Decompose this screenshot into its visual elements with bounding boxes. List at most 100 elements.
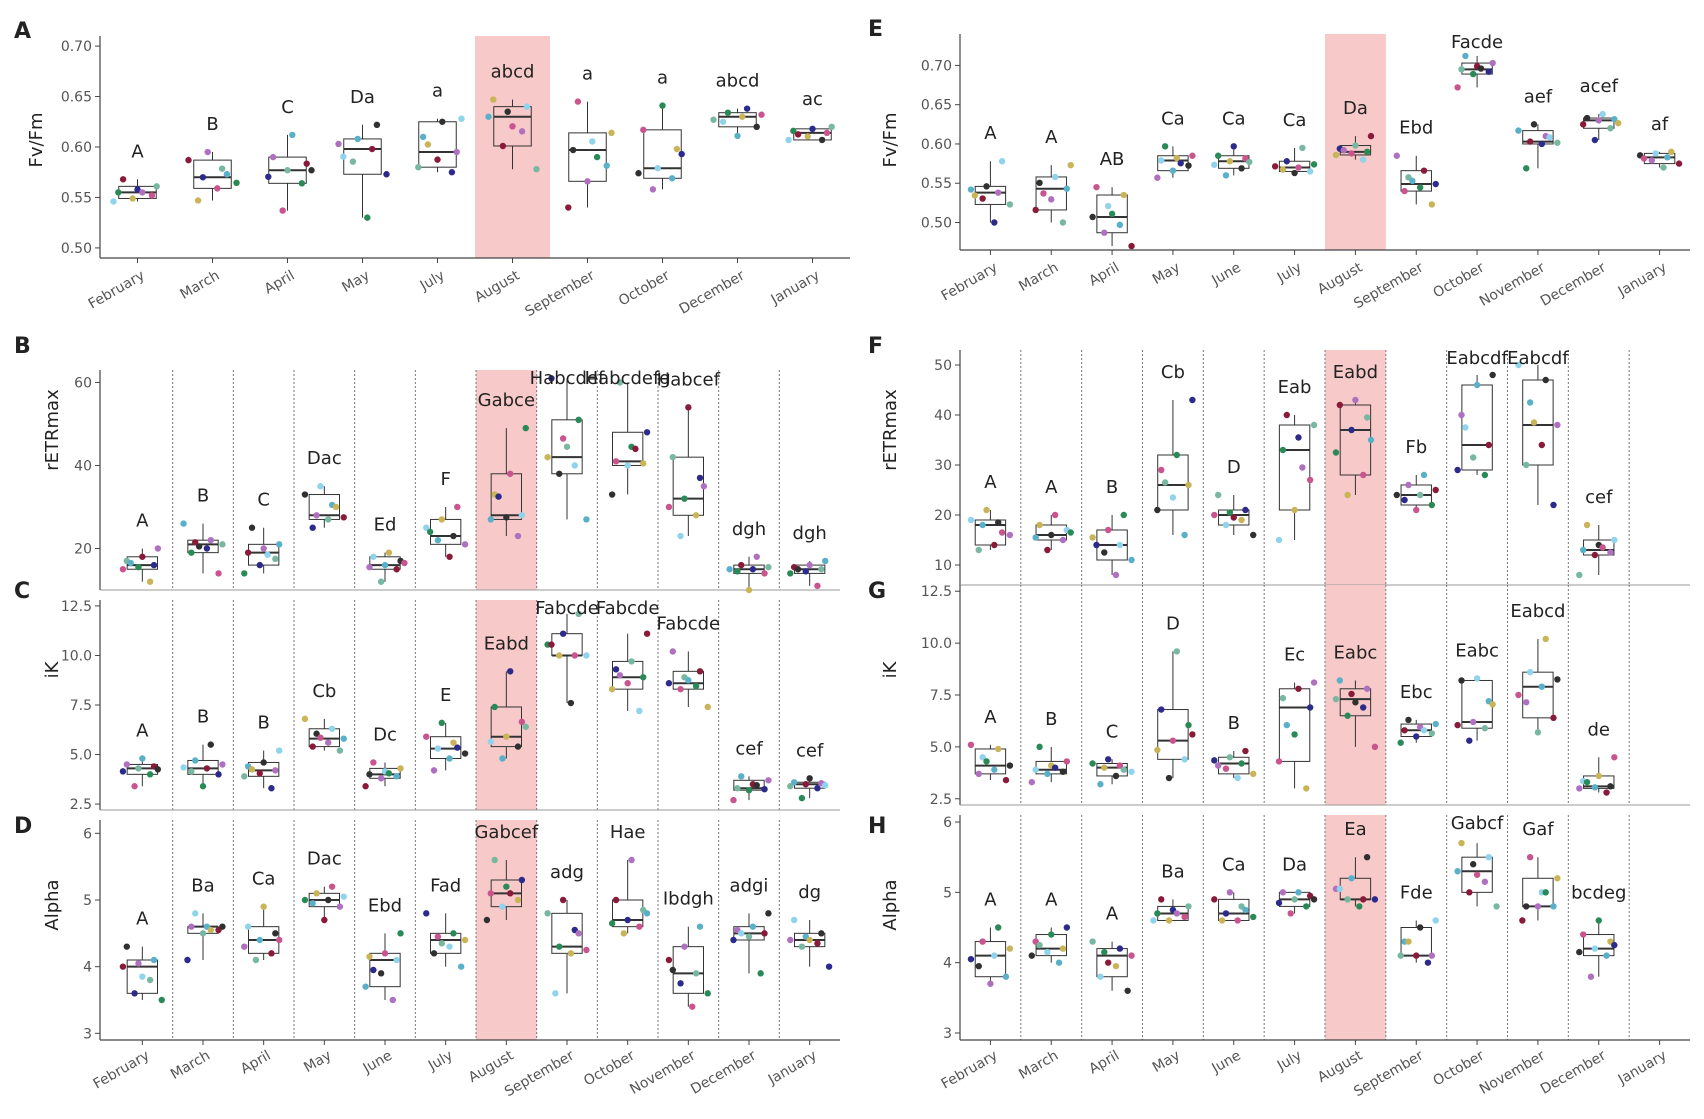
- box-november: aef: [1515, 86, 1561, 172]
- data-point: [1363, 414, 1371, 421]
- data-point: [1150, 917, 1157, 924]
- data-point: [1523, 165, 1530, 172]
- x-tick-label: March: [1016, 260, 1061, 295]
- data-point: [1165, 774, 1173, 782]
- data-point: [504, 108, 511, 115]
- x-tick-label: August: [1315, 259, 1366, 298]
- data-point: [1526, 138, 1534, 145]
- box-february: A: [110, 141, 160, 205]
- data-point: [1473, 871, 1481, 878]
- iqr-box: [612, 899, 644, 928]
- data-point: [1550, 903, 1557, 910]
- significance-letter: a: [432, 81, 443, 102]
- data-point: [1595, 772, 1602, 780]
- data-point: [738, 930, 745, 937]
- data-point: [979, 521, 986, 529]
- data-point: [119, 768, 127, 775]
- iqr-box: [493, 106, 532, 147]
- data-point: [491, 703, 498, 711]
- y-tick-label: 10.0: [61, 648, 92, 664]
- data-point: [154, 545, 162, 552]
- data-point: [223, 171, 231, 178]
- data-point: [1489, 371, 1496, 379]
- y-tick-label: 20: [934, 508, 952, 524]
- data-point: [719, 118, 727, 125]
- data-point: [423, 733, 430, 740]
- data-point: [354, 135, 361, 143]
- data-point: [336, 903, 344, 910]
- data-point: [1044, 546, 1051, 554]
- panel-label: D: [14, 814, 32, 839]
- box-march: A: [1032, 127, 1074, 226]
- data-point: [1393, 491, 1400, 499]
- data-point: [1344, 896, 1351, 903]
- data-point: [612, 666, 620, 673]
- data-point: [1579, 121, 1587, 128]
- data-point: [636, 923, 643, 930]
- data-point: [275, 747, 283, 754]
- data-point: [593, 153, 601, 161]
- data-point: [507, 470, 514, 477]
- data-point: [696, 668, 704, 675]
- data-point: [1128, 768, 1135, 775]
- data-point: [507, 668, 514, 675]
- data-point: [1416, 924, 1424, 931]
- significance-letter: A: [1045, 477, 1058, 498]
- data-point: [424, 141, 432, 148]
- data-point: [148, 192, 156, 199]
- data-point: [1523, 903, 1530, 910]
- significance-letter: Ea: [1344, 819, 1366, 840]
- box-october: Facde: [1451, 32, 1503, 91]
- significance-letter: adgi: [730, 875, 769, 896]
- data-point: [487, 738, 495, 745]
- data-point: [507, 890, 514, 897]
- iqr-box: [308, 494, 340, 520]
- data-point: [1275, 899, 1283, 907]
- data-point: [556, 943, 563, 950]
- data-point: [1428, 952, 1436, 959]
- data-point: [1344, 712, 1351, 719]
- data-point: [1352, 396, 1359, 404]
- iqr-box: [430, 932, 462, 954]
- data-point: [1279, 694, 1287, 702]
- august-highlight-band: [476, 370, 537, 590]
- data-point: [624, 916, 631, 924]
- data-point: [383, 171, 390, 178]
- data-point: [1469, 70, 1477, 78]
- significance-letter: Eabcd: [1510, 601, 1565, 622]
- y-tick-label: 0.70: [921, 58, 952, 74]
- data-point: [1675, 160, 1683, 167]
- y-tick-label: 10: [934, 558, 952, 574]
- box-january: dg: [787, 882, 833, 970]
- panel-label: E: [868, 17, 883, 42]
- x-tick-label: February: [91, 1048, 153, 1093]
- box-august: Eabc: [1332, 642, 1379, 751]
- data-point: [998, 529, 1006, 536]
- data-point: [434, 536, 442, 544]
- data-point: [423, 910, 430, 917]
- box-september: adg: [544, 862, 590, 997]
- significance-letter: C: [281, 97, 294, 118]
- y-tick-label: 7.5: [70, 698, 92, 714]
- box-march: A: [1028, 890, 1071, 966]
- box-december: adgi: [730, 875, 772, 977]
- data-point: [1481, 878, 1489, 885]
- data-point: [1226, 754, 1234, 761]
- data-point: [608, 129, 615, 137]
- y-tick-label: 7.5: [930, 688, 952, 704]
- data-point: [1158, 706, 1165, 713]
- data-point: [1028, 952, 1035, 959]
- data-point: [1059, 536, 1067, 544]
- data-point: [192, 757, 199, 764]
- data-point: [499, 755, 506, 762]
- data-point: [1230, 143, 1237, 150]
- data-point: [135, 960, 142, 967]
- data-point: [787, 936, 794, 944]
- data-point: [1554, 875, 1561, 882]
- data-point: [704, 990, 711, 997]
- data-point: [1218, 917, 1226, 924]
- box-september: Fde: [1397, 882, 1439, 966]
- x-tick-label: March: [178, 268, 223, 303]
- data-point: [739, 113, 746, 120]
- significance-letter: Facde: [1451, 32, 1503, 53]
